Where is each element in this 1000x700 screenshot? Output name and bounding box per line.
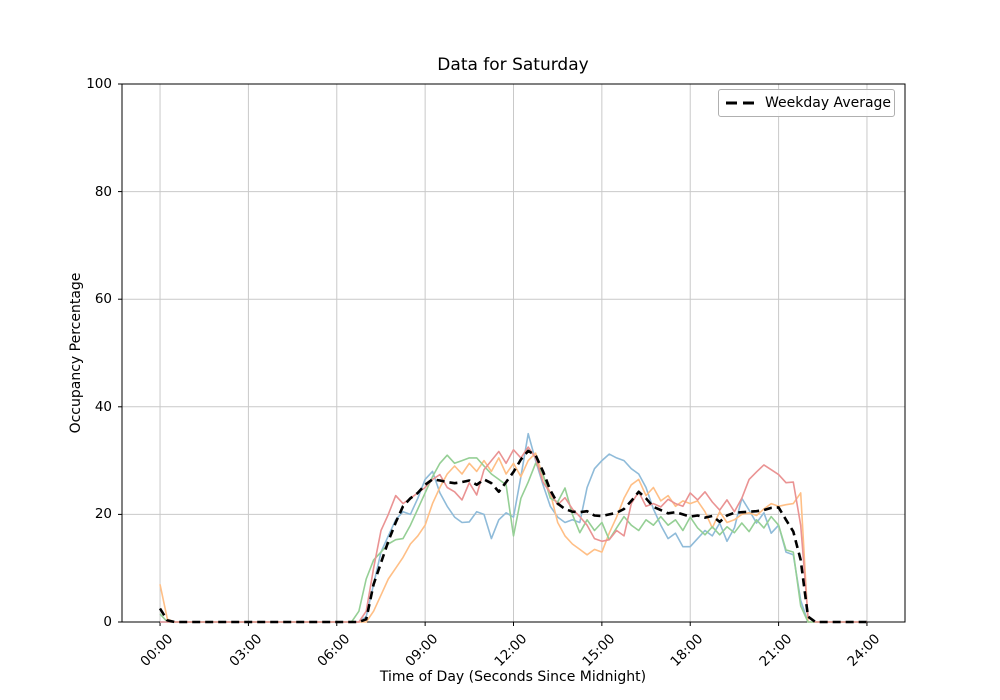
legend-label: Weekday Average [765,95,892,111]
legend-dash-sample-icon [726,101,756,105]
y-tick-label: 100 [86,76,112,92]
y-tick-label: 80 [94,183,112,200]
y-tick-label: 0 [103,614,112,630]
y-tick-label: 60 [94,291,112,308]
series-line-weekday-average [158,449,867,624]
legend: Weekday Average [718,89,895,117]
chart-title: Data for Saturday [437,55,589,75]
y-tick-label: 40 [94,398,112,415]
x-axis-label: Time of Day (Seconds Since Midnight) [379,669,647,685]
y-tick-label: 20 [94,506,112,523]
